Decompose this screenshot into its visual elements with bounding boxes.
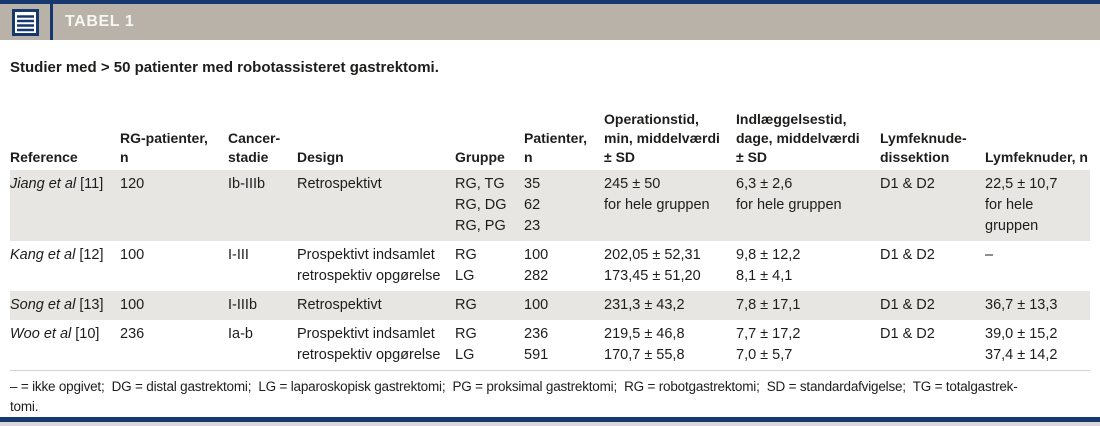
cell-reference: Kang et al [12] xyxy=(10,245,120,287)
cell-design: Prospektivt indsamlet retrospektiv opgøre… xyxy=(297,326,441,363)
table-body: Jiang et al [11] 120 Ib-IIIb Retrospektivt R… xyxy=(10,170,1090,370)
cell-group: RG, TG RG, DG RG, PG xyxy=(455,176,507,234)
cell-los: 7,7 ± 17,2 7,0 ± 5,7 xyxy=(736,326,801,363)
cell-reference: Jiang et al [11] xyxy=(10,174,120,237)
cell-lymph_nodes: 39,0 ± 15,2 37,4 ± 14,2 xyxy=(985,326,1058,363)
cell-group: RG LG xyxy=(455,326,477,363)
column-header-lymph_nodes: Lymfeknuder, n xyxy=(985,149,1088,165)
column-header-group: Gruppe xyxy=(455,149,505,165)
cell-cancer_stage: I-IIIb xyxy=(228,297,258,313)
cell-op_time: 219,5 ± 46,8 170,7 ± 55,8 xyxy=(604,326,685,363)
cell-design: Retrospektivt xyxy=(297,176,382,192)
cell-op_time: 202,05 ± 52,31 173,45 ± 51,20 xyxy=(604,247,701,284)
reference-name: Kang et al xyxy=(10,247,76,263)
column-header-patients: Patienter, n xyxy=(524,130,588,165)
cell-reference: Woo et al [10] xyxy=(10,324,120,366)
cell-reference: Song et al [13] xyxy=(10,295,120,316)
cell-lymph_dissection: D1 & D2 xyxy=(880,326,935,342)
column-header-reference: Reference xyxy=(10,149,78,165)
table-caption: Studier med > 50 patienter med robotassi… xyxy=(10,59,439,76)
cell-rg_patients: 100 xyxy=(120,297,145,313)
cell-design: Prospektivt indsamlet retrospektiv opgøre… xyxy=(297,247,441,284)
table-header-bar: TABEL 1 xyxy=(0,4,1100,40)
cell-group: RG xyxy=(455,297,477,313)
footnote-line: – = ikke opgivet; DG = distal gastrektom… xyxy=(10,379,1018,394)
cell-rg_patients: 120 xyxy=(120,176,145,192)
column-header-rg_patients: RG-patienter, n xyxy=(120,130,208,165)
cell-lymph_dissection: D1 & D2 xyxy=(880,247,935,263)
table-title: TABEL 1 xyxy=(65,13,135,30)
cell-patients: 100 282 xyxy=(524,247,549,284)
bottom-border xyxy=(0,417,1100,422)
cell-cancer_stage: Ia-b xyxy=(228,326,253,342)
table-row: Jiang et al [11] 120 Ib-IIIb Retrospektivt R… xyxy=(10,170,1090,241)
cell-lymph_nodes: – xyxy=(985,247,994,263)
reference-name: Woo et al xyxy=(10,326,72,342)
column-header-design: Design xyxy=(297,149,344,165)
data-table: Reference RG-patienter, n Cancer-stadie Desi… xyxy=(10,79,1090,370)
column-header-op_time: Operationstid, min, middelværdi ± SD xyxy=(604,111,720,165)
cell-rg_patients: 100 xyxy=(120,247,145,263)
reference-citation: [11] xyxy=(76,176,104,192)
footnote: – = ikke opgivet; DG = distal gastrektom… xyxy=(10,370,1090,417)
cell-los: 7,8 ± 17,1 xyxy=(736,297,801,313)
cell-lymph_dissection: D1 & D2 xyxy=(880,297,935,313)
reference-citation: [10] xyxy=(71,326,100,342)
reference-name: Jiang et al xyxy=(10,176,77,192)
column-header-los: Indlæggelsestid, dage, middelværdi ± SD xyxy=(736,111,860,165)
cell-group: RG LG xyxy=(455,247,477,284)
column-header-lymph_dissection: Lymfeknude-dissektion xyxy=(880,130,967,165)
reference-citation: [12] xyxy=(75,247,104,263)
cell-los: 9,8 ± 12,2 8,1 ± 4,1 xyxy=(736,247,801,284)
table-icon xyxy=(12,8,39,36)
reference-citation: [13] xyxy=(75,297,104,313)
cell-lymph_nodes: 22,5 ± 10,7 for hele gruppen xyxy=(985,176,1058,234)
cell-op_time: 245 ± 50 for hele gruppen xyxy=(604,176,710,213)
cell-cancer_stage: I-III xyxy=(228,247,249,263)
cell-lymph_dissection: D1 & D2 xyxy=(880,176,935,192)
cell-rg_patients: 236 xyxy=(120,326,145,342)
top-border xyxy=(0,0,1100,4)
footnote-line: tomi. xyxy=(10,399,39,414)
bottom-strip xyxy=(0,422,1100,426)
cell-lymph_nodes: 36,7 ± 13,3 xyxy=(985,297,1058,313)
cell-los: 6,3 ± 2,6 for hele gruppen xyxy=(736,176,842,213)
cell-design: Retrospektivt xyxy=(297,297,382,313)
column-header-cancer_stage: Cancer-stadie xyxy=(228,130,281,165)
table-header-row: Reference RG-patienter, n Cancer-stadie Desi… xyxy=(10,79,1090,170)
cell-patients: 236 591 xyxy=(524,326,549,363)
cell-patients: 35 62 23 xyxy=(524,176,541,234)
cell-op_time: 231,3 ± 43,2 xyxy=(604,297,685,313)
reference-name: Song et al xyxy=(10,297,76,313)
header-divider xyxy=(50,4,53,40)
table-row: Song et al [13] 100 I-IIIb Retrospektivt RG 1… xyxy=(10,291,1090,320)
cell-cancer_stage: Ib-IIIb xyxy=(228,176,266,192)
table-row: Kang et al [12] 100 I-III Prospektivt indsa… xyxy=(10,241,1090,291)
table-row: Woo et al [10] 236 Ia-b Prospektivt indsaml… xyxy=(10,320,1090,370)
cell-patients: 100 xyxy=(524,297,549,313)
